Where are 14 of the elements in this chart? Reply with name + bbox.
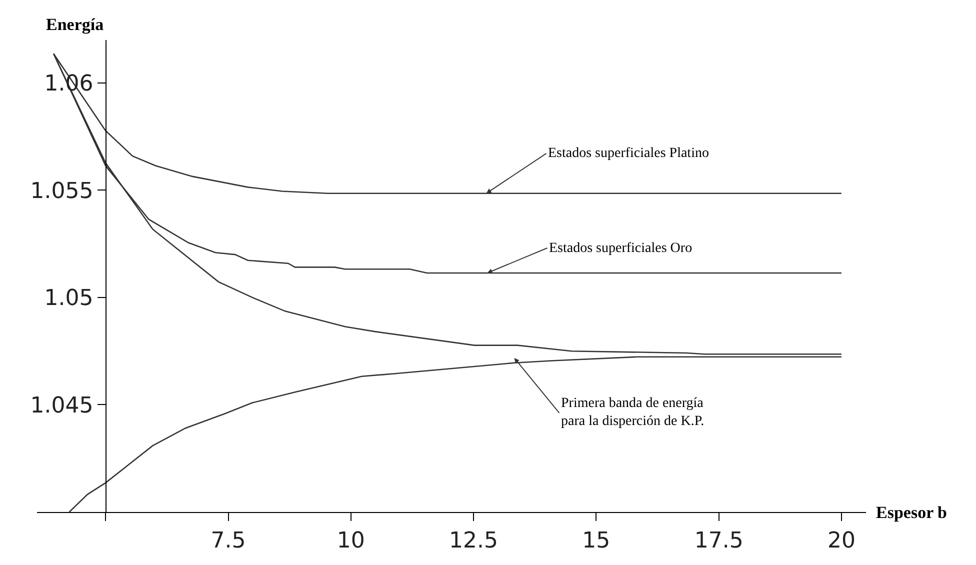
annotation: Primera banda de energía para la disperción de K.P.: [561, 396, 704, 430]
x-tick-label: 10: [336, 528, 365, 554]
annotation: Estados superficiales Oro: [549, 241, 692, 256]
x-tick-label: 7.5: [210, 528, 246, 554]
y-tick-label: 1.05: [44, 286, 94, 312]
y-tick-label: 1.045: [30, 393, 94, 418]
x-tick-label: 12.5: [449, 528, 498, 554]
x-tick-label: 20: [827, 528, 856, 554]
x-tick-label: 15: [582, 528, 610, 554]
x-tick-label: 17.5: [694, 528, 744, 554]
x-axis-title: Espesor b: [876, 503, 948, 522]
y-tick-label: 1.055: [30, 178, 94, 204]
annotation: Estados superficiales Platino: [548, 146, 709, 161]
y-axis-title: Energía: [46, 15, 104, 34]
